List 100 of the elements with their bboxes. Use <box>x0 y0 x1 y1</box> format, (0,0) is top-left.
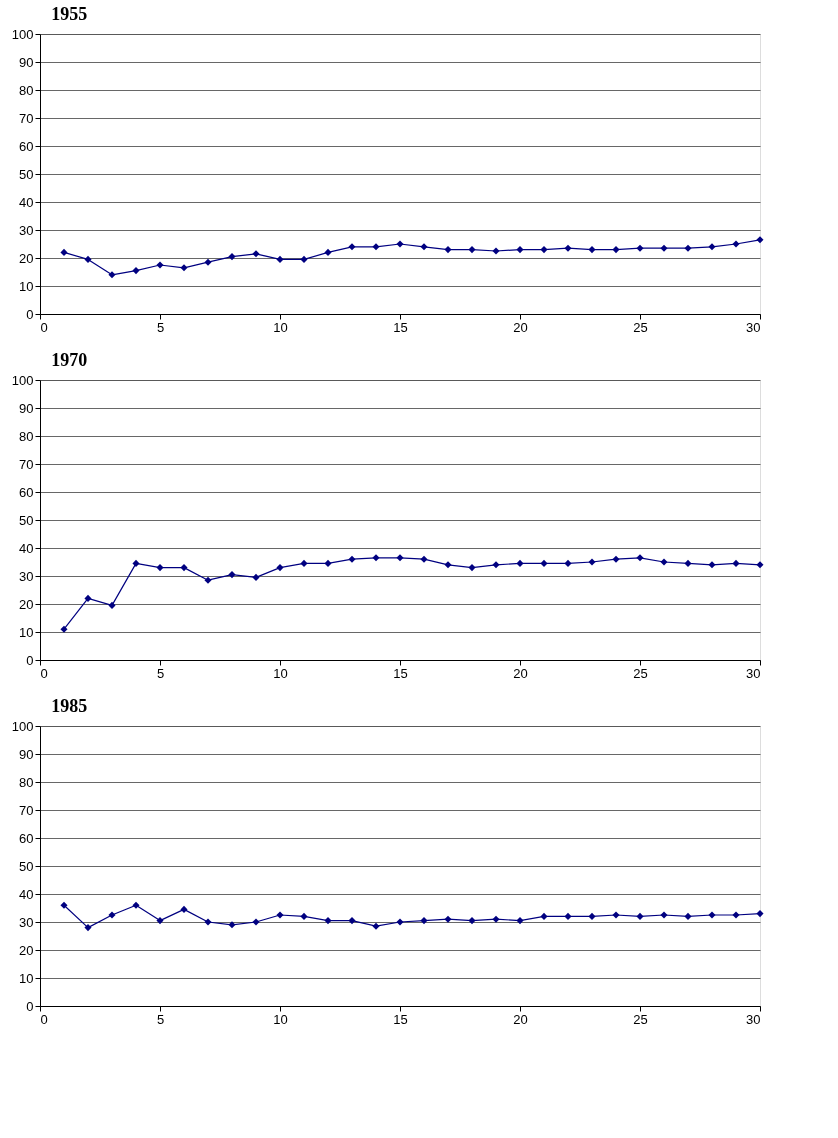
y-tick-label: 30 <box>19 568 34 584</box>
x-tick-label: 10 <box>273 319 288 335</box>
y-tick-label: 10 <box>19 970 34 986</box>
y-tick-label: 50 <box>19 858 34 874</box>
y-tick-label: 50 <box>19 512 34 528</box>
point <box>708 561 716 569</box>
y-tick-label: 80 <box>19 428 34 444</box>
point <box>684 244 692 252</box>
y-tick-label: 0 <box>26 998 34 1014</box>
y-tick-label: 70 <box>19 456 34 472</box>
x-tick-label: 5 <box>156 1011 165 1027</box>
y-tick-label: 80 <box>19 82 34 98</box>
point <box>252 250 260 258</box>
chart-title: 1985 <box>51 696 88 716</box>
point <box>588 558 596 566</box>
y-tick-label: 10 <box>19 624 34 640</box>
x-tick-label: 25 <box>633 319 648 335</box>
point <box>732 559 740 567</box>
point <box>564 912 572 920</box>
point <box>276 255 284 263</box>
point <box>540 246 548 254</box>
x-tick-label: 5 <box>156 665 165 681</box>
point <box>564 559 572 567</box>
point <box>612 911 620 919</box>
x-tick-label: 30 <box>746 665 761 681</box>
point <box>756 910 764 918</box>
y-tick-label: 0 <box>26 652 34 668</box>
x-tick-label: 0 <box>40 319 48 335</box>
point <box>708 243 716 251</box>
point <box>492 561 500 569</box>
point <box>108 271 116 279</box>
point <box>588 912 596 920</box>
point <box>420 917 428 925</box>
point <box>708 911 716 919</box>
point <box>420 555 428 563</box>
point <box>156 261 164 269</box>
point <box>180 905 188 913</box>
point <box>540 912 548 920</box>
point <box>60 248 68 256</box>
x-tick-label: 15 <box>393 1011 408 1027</box>
point <box>228 253 236 261</box>
point <box>84 594 92 602</box>
y-tick-label: 20 <box>19 942 34 958</box>
y-tick-label: 40 <box>19 886 34 902</box>
point <box>636 912 644 920</box>
point <box>108 911 116 919</box>
y-tick-label: 30 <box>19 222 34 238</box>
x-tick-label: 30 <box>746 1011 761 1027</box>
y-tick-label: 70 <box>19 110 34 126</box>
point <box>396 240 404 248</box>
point <box>444 915 452 923</box>
point <box>732 911 740 919</box>
point <box>516 559 524 567</box>
point <box>516 917 524 925</box>
y-tick-label: 20 <box>19 596 34 612</box>
point <box>492 247 500 255</box>
point <box>732 240 740 248</box>
point <box>564 244 572 252</box>
x-tick-label: 0 <box>40 665 48 681</box>
point <box>612 555 620 563</box>
point <box>636 244 644 252</box>
y-tick-label: 70 <box>19 802 34 818</box>
x-tick-label: 25 <box>633 665 648 681</box>
y-tick-label: 100 <box>11 718 34 734</box>
point <box>132 267 140 275</box>
point <box>684 912 692 920</box>
y-tick-label: 100 <box>11 372 34 388</box>
point <box>612 246 620 254</box>
point <box>84 255 92 263</box>
point <box>660 911 668 919</box>
y-tick-label: 30 <box>19 914 34 930</box>
point <box>660 244 668 252</box>
point <box>684 559 692 567</box>
point <box>372 554 380 562</box>
point <box>108 601 116 609</box>
point <box>204 258 212 266</box>
x-tick-label: 20 <box>513 1011 528 1027</box>
y-tick-label: 0 <box>26 306 34 322</box>
chart-title: 1970 <box>51 350 88 370</box>
point <box>84 924 92 932</box>
point <box>156 564 164 572</box>
point <box>228 571 236 579</box>
y-tick-label: 60 <box>19 138 34 154</box>
y-tick-label: 90 <box>19 400 34 416</box>
point <box>180 264 188 272</box>
point <box>132 901 140 909</box>
point <box>324 559 332 567</box>
y-tick-label: 10 <box>19 278 34 294</box>
x-tick-label: 10 <box>273 665 288 681</box>
point <box>348 243 356 251</box>
point <box>324 917 332 925</box>
point <box>444 246 452 254</box>
point <box>756 236 764 244</box>
y-tick-label: 50 <box>19 166 34 182</box>
x-tick-label: 10 <box>273 1011 288 1027</box>
x-tick-label: 5 <box>156 319 165 335</box>
point <box>300 255 308 263</box>
point <box>372 922 380 930</box>
point <box>756 561 764 569</box>
point <box>204 918 212 926</box>
